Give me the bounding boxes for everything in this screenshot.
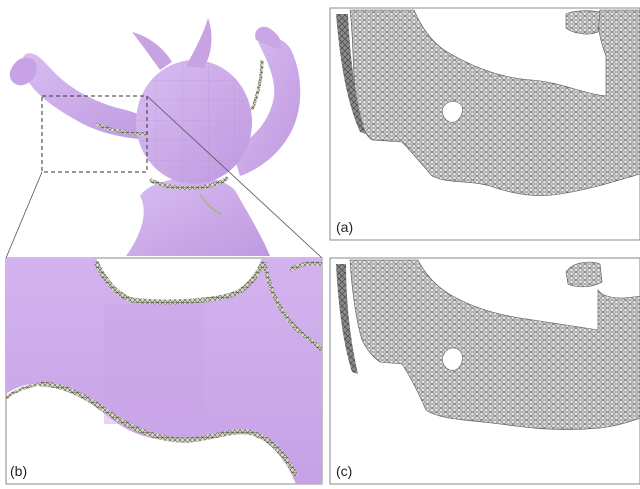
panel-c (329, 257, 640, 485)
panel-b (5, 257, 323, 485)
panel-label-b: (b) (10, 463, 28, 479)
zoom-connector-left (5, 171, 43, 259)
zoom-connector-right (146, 95, 323, 259)
panel-label-a: (a) (336, 219, 354, 235)
panel-a (329, 7, 640, 241)
panel-label-c: (c) (336, 463, 353, 479)
mesh-figure (9, 18, 301, 256)
selection-box (41, 95, 148, 173)
